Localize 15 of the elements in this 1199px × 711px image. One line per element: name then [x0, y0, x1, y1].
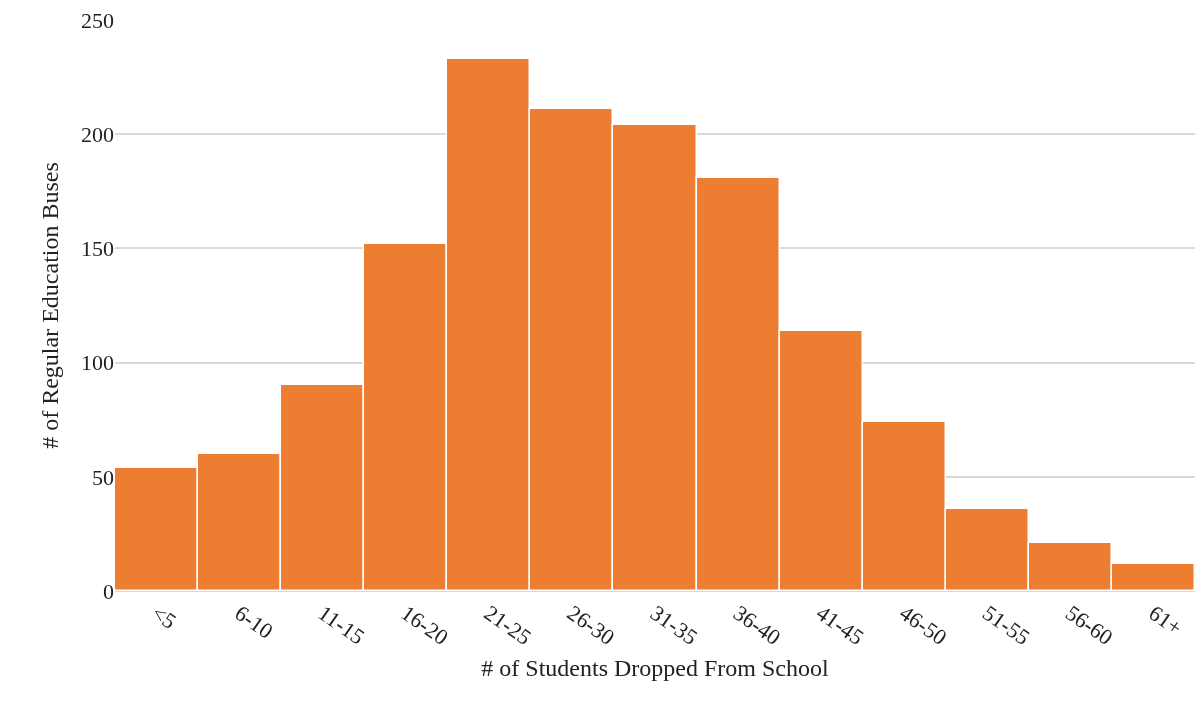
x-tick-label: <5	[147, 600, 181, 634]
x-tick-label: 46-50	[895, 600, 952, 650]
x-axis-title: # of Students Dropped From School	[481, 655, 829, 682]
y-tick-label: 200	[81, 121, 114, 147]
y-tick-label: 150	[81, 236, 114, 262]
x-tick-label: 61+	[1144, 600, 1187, 641]
x-tick-label: 6-10	[230, 600, 278, 644]
y-tick-label: 100	[81, 350, 114, 376]
y-axis-title: # of Regular Education Buses	[37, 162, 64, 449]
y-tick-label: 0	[103, 578, 114, 604]
x-tick-label: 16-20	[396, 600, 453, 650]
y-tick-label: 50	[92, 464, 114, 490]
x-tick-label: 11-15	[313, 600, 370, 650]
x-tick-label: 41-45	[811, 600, 869, 650]
y-tick-label: 250	[81, 7, 114, 33]
